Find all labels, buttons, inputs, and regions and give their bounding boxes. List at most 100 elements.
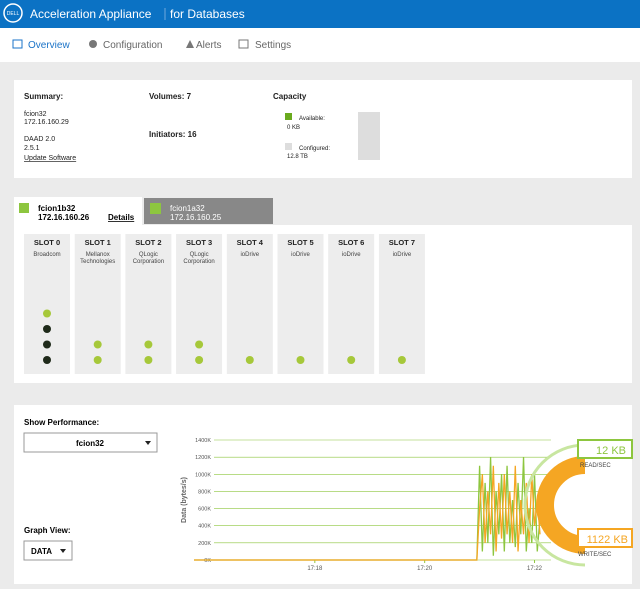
y-axis-label: Data (bytes/s) <box>181 477 188 523</box>
link[interactable]: Update Software <box>24 155 76 162</box>
status-dot <box>296 356 305 364</box>
label: Volumes: 7 <box>149 92 192 101</box>
status-dot <box>397 356 406 364</box>
slot-vendor: ioDrive <box>291 252 310 258</box>
status-dot <box>245 356 254 364</box>
y-tick-label: 600K <box>198 507 211 513</box>
node-tab[interactable] <box>144 198 273 224</box>
icon <box>89 40 97 48</box>
node-name: fcion1a32 <box>170 204 205 213</box>
slot-name: SLOT 2 <box>135 238 161 247</box>
text: Configured: <box>299 146 330 152</box>
summary-panel <box>14 80 632 178</box>
write-label: WRITE/SEC <box>578 552 612 558</box>
read-value: 12 KB <box>596 445 626 457</box>
status-dot <box>195 356 204 364</box>
slot-name: SLOT 4 <box>237 238 264 247</box>
y-tick-label: 0K <box>204 558 211 564</box>
logo-ring <box>3 3 23 23</box>
status-dot <box>144 356 153 364</box>
status-dot <box>144 340 153 349</box>
status-dot <box>43 340 51 349</box>
status-dot <box>93 356 102 364</box>
slot-card <box>125 234 172 374</box>
slot-name: SLOT 3 <box>186 238 212 247</box>
nav-tab[interactable]: Configuration <box>103 40 162 51</box>
text: fcion32 <box>24 111 47 118</box>
node-ip: 172.16.160.26 <box>38 213 90 222</box>
icon <box>186 40 194 48</box>
label: Summary: <box>24 92 63 101</box>
app-subtitle: for Databases <box>170 7 245 21</box>
slot-name: SLOT 6 <box>338 238 364 247</box>
node-tab[interactable] <box>14 197 142 227</box>
text: DAAD 2.0 <box>24 136 55 143</box>
slot-vendor: Broadcom <box>33 252 60 258</box>
node-name: fcion1b32 <box>38 204 76 213</box>
status <box>150 203 161 214</box>
slot-vendor: QLogic <box>139 252 158 258</box>
status-dot <box>43 325 51 333</box>
slot-vendor: ioDrive <box>342 252 361 258</box>
slot-name: SLOT 1 <box>85 238 111 247</box>
nav-tab[interactable]: Overview <box>28 40 70 51</box>
slot-card <box>226 234 273 374</box>
nav-bar <box>0 28 640 62</box>
dropdown[interactable] <box>23 432 158 453</box>
write-box <box>577 528 633 548</box>
label: Capacity <box>273 92 307 101</box>
dropdown-value: fcion32 <box>76 439 105 448</box>
slot-vendor: QLogic <box>190 252 209 258</box>
y-tick-label: 1200K <box>195 455 211 461</box>
slot-card <box>277 234 324 374</box>
text: 2.5.1 <box>24 145 40 152</box>
slot-card <box>176 234 223 374</box>
text: 172.16.160.29 <box>24 119 69 126</box>
slot-vendor: Corporation <box>183 259 214 265</box>
dropdown-value: DATA <box>31 547 52 556</box>
capacity-bar <box>358 112 380 160</box>
write-ring <box>536 456 586 554</box>
slot-vendor: ioDrive <box>240 252 259 258</box>
y-tick-label: 1400K <box>195 438 211 444</box>
slot-vendor: Mellanox <box>86 252 110 258</box>
text: Available: <box>299 116 325 122</box>
header-bar <box>0 0 640 28</box>
slot-name: SLOT 0 <box>34 238 60 247</box>
slot-name: SLOT 7 <box>389 238 415 247</box>
y-tick-label: 1000K <box>195 472 211 478</box>
series-line <box>194 457 541 561</box>
slot-vendor: ioDrive <box>393 252 412 258</box>
series-line <box>194 465 541 561</box>
caret <box>60 549 66 553</box>
nav-tab[interactable]: Alerts <box>196 40 222 51</box>
status-dot <box>43 309 51 318</box>
nav-tab[interactable]: Settings <box>255 40 291 51</box>
status-dot <box>347 356 356 364</box>
slot-name: SLOT 5 <box>287 238 313 247</box>
slot-card <box>74 234 121 374</box>
y-tick-label: 400K <box>198 524 211 530</box>
x-tick-label: 17:22 <box>527 566 543 572</box>
slot-card <box>328 234 375 374</box>
status-dot <box>93 340 102 349</box>
dropdown[interactable] <box>23 540 73 561</box>
read-box <box>577 439 633 459</box>
legend-swatch <box>285 143 292 150</box>
label: Show Performance: <box>24 418 99 427</box>
link[interactable]: Details <box>108 213 135 222</box>
label: Initiators: 16 <box>149 130 197 139</box>
slot-card <box>24 234 70 374</box>
read-ring <box>523 443 586 567</box>
checkbox[interactable] <box>19 203 29 213</box>
node-ip: 172.16.160.25 <box>170 213 222 222</box>
x-tick-label: 17:18 <box>307 566 323 572</box>
logo: DELL <box>7 11 20 17</box>
icon <box>238 39 249 49</box>
icon <box>12 39 23 49</box>
slot-card <box>378 234 425 374</box>
slot-vendor: Corporation <box>133 259 164 265</box>
write-value: 1122 KB <box>587 534 628 546</box>
